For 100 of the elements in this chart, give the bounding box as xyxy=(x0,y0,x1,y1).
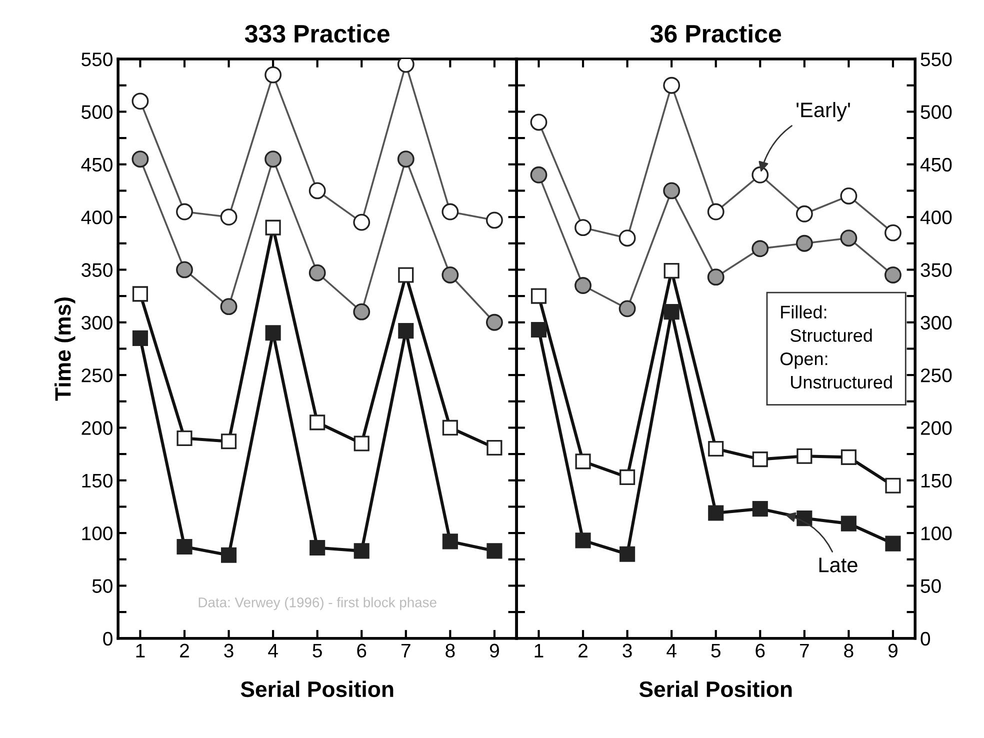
point xyxy=(620,469,636,485)
x-tick-label: 1 xyxy=(534,644,544,658)
point xyxy=(176,430,192,446)
point xyxy=(310,414,326,430)
point xyxy=(752,452,768,468)
point xyxy=(884,266,902,284)
point xyxy=(840,188,858,204)
x-tick-label: 5 xyxy=(312,644,322,658)
point xyxy=(620,546,636,562)
point xyxy=(574,219,592,236)
y-tick-label: 150 xyxy=(82,474,112,488)
point xyxy=(486,543,502,559)
point xyxy=(220,208,238,226)
point xyxy=(752,166,769,184)
y-tick-label: 400 xyxy=(920,210,952,224)
point xyxy=(264,66,282,84)
point xyxy=(354,436,370,452)
point xyxy=(664,262,680,279)
point xyxy=(618,230,636,247)
x-tick-label: 1 xyxy=(136,644,145,658)
x-tick-label: 4 xyxy=(268,644,278,658)
point xyxy=(885,536,901,552)
annotation: 'Early' xyxy=(796,102,850,122)
chart-title: 333 Practice xyxy=(244,24,390,43)
point xyxy=(176,203,193,220)
point xyxy=(353,303,370,320)
y-tick-label: 300 xyxy=(920,316,952,330)
point xyxy=(310,540,326,556)
point xyxy=(708,440,724,457)
point xyxy=(265,325,281,341)
point xyxy=(575,454,591,470)
x-tick-label: 5 xyxy=(711,644,720,658)
x-tick-label: 4 xyxy=(666,644,676,658)
x-tick-label: 7 xyxy=(401,644,410,658)
x-tick-label: 8 xyxy=(446,644,455,658)
point xyxy=(221,434,237,450)
y-tick-label: 500 xyxy=(920,105,952,119)
point xyxy=(398,323,414,339)
y-tick-label: 550 xyxy=(920,52,952,66)
annotation: Data: Verwey (1996) - first block phase xyxy=(198,597,436,610)
point xyxy=(397,150,414,168)
y-tick-label: 150 xyxy=(921,474,952,488)
point xyxy=(220,298,238,316)
x-tick-label: 9 xyxy=(888,644,898,658)
point xyxy=(265,220,281,236)
x-tick-label: 6 xyxy=(756,644,765,658)
x-tick-label: 2 xyxy=(578,644,588,658)
y-tick-label: 450 xyxy=(920,158,952,172)
point xyxy=(442,203,459,220)
point xyxy=(486,440,502,456)
y-tick-label: 50 xyxy=(920,579,941,593)
point xyxy=(308,182,326,200)
point xyxy=(796,205,813,222)
x-tick-label: 7 xyxy=(800,644,809,658)
point xyxy=(486,314,503,331)
x-tick-label: 2 xyxy=(180,644,189,658)
y-tick-label: 100 xyxy=(921,526,952,540)
point xyxy=(840,230,858,247)
y-axis-title: Time (ms) xyxy=(54,298,76,401)
point xyxy=(618,300,636,318)
point xyxy=(884,224,902,242)
point xyxy=(574,277,592,294)
point xyxy=(486,212,503,229)
point xyxy=(132,92,149,110)
y-tick-label: 250 xyxy=(920,368,952,382)
point xyxy=(398,267,414,283)
point xyxy=(353,214,370,231)
point xyxy=(885,478,901,494)
point xyxy=(530,114,548,131)
point xyxy=(530,322,547,338)
point xyxy=(442,534,458,550)
point xyxy=(707,203,724,220)
point xyxy=(664,304,680,320)
point xyxy=(264,150,282,168)
point xyxy=(840,516,856,532)
x-axis-title: Serial Position xyxy=(240,680,394,698)
point xyxy=(840,449,856,465)
y-tick-label: 300 xyxy=(82,316,112,330)
point xyxy=(663,182,680,200)
point xyxy=(707,268,724,286)
point xyxy=(354,543,370,559)
x-tick-label: 9 xyxy=(490,644,499,658)
point xyxy=(176,261,193,278)
point xyxy=(530,288,547,304)
annotation: Filled: Structured Open: Unstructured xyxy=(780,305,892,389)
y-tick-label: 550 xyxy=(82,52,112,66)
x-tick-label: 6 xyxy=(357,644,366,658)
point xyxy=(796,234,813,252)
y-tick-label: 50 xyxy=(92,579,112,593)
point xyxy=(221,547,237,563)
y-tick-label: 0 xyxy=(103,632,112,646)
point xyxy=(752,240,769,258)
point xyxy=(752,501,768,517)
point xyxy=(132,150,149,168)
point xyxy=(132,330,148,346)
y-tick-label: 250 xyxy=(82,368,112,382)
y-tick-label: 350 xyxy=(82,263,112,277)
y-tick-label: 350 xyxy=(920,263,952,277)
point xyxy=(442,266,459,284)
point xyxy=(663,76,680,94)
